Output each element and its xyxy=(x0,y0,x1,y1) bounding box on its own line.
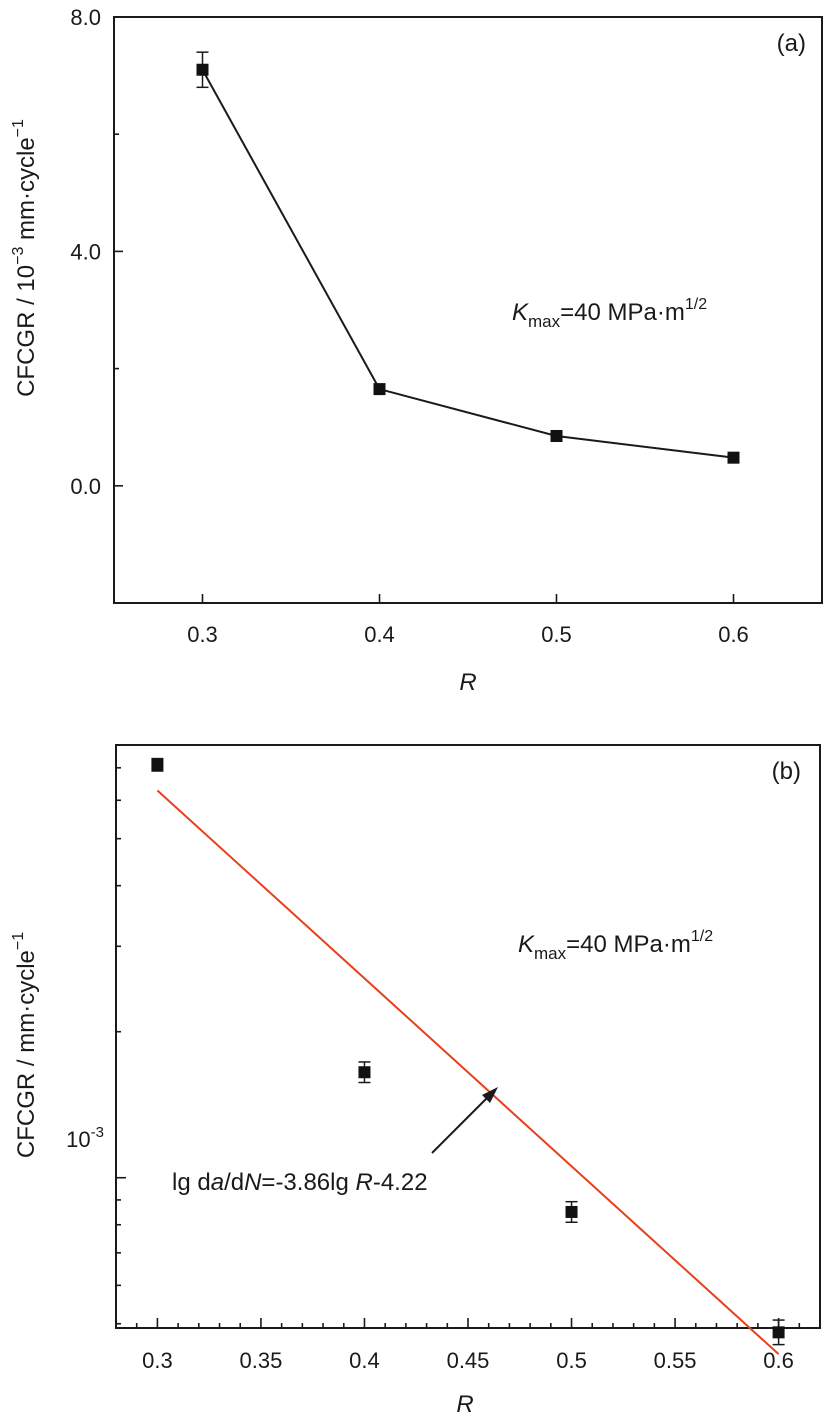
panel-a-data-point xyxy=(727,451,740,464)
panel-b-x-tick-label: 0.4 xyxy=(349,1348,380,1373)
panel-a-data-point xyxy=(196,63,209,76)
panel-a-y-ticks: 0.0 4.0 8.0 xyxy=(70,5,123,604)
panel-b-y-ticks xyxy=(116,766,126,1325)
panel-b-x-tick-label: 0.45 xyxy=(447,1348,490,1373)
panel-a-series-line xyxy=(201,69,734,459)
panel-b-x-ticks: 0.3 0.35 0.4 0.45 0.5 0.55 0.6 xyxy=(115,1318,821,1373)
panel-a-data-point xyxy=(373,383,386,396)
panel-a-x-tick-label: 0.6 xyxy=(718,622,749,647)
panel-a-y-axis-title: CFCGR / 10−3 mm·cycle−1 xyxy=(10,119,40,397)
panel-b-kmax-annotation: Kmax=40 MPa·m1/2 xyxy=(518,928,713,963)
panel-a-label: (a) xyxy=(777,30,806,57)
panel-b-x-tick-label: 0.55 xyxy=(654,1348,697,1373)
panel-a: 0.3 0.4 0.5 0.6 0.0 4.0 8.0 (a) Kmax=40 MPa·m… xyxy=(10,5,823,696)
panel-a-x-tick-label: 0.5 xyxy=(541,622,572,647)
panel-a-x-tick-label: 0.3 xyxy=(187,622,218,647)
panel-b-y-axis-title: CFCGR / mm·cycle−1 xyxy=(10,932,40,1158)
panel-b-data-point xyxy=(358,1066,371,1079)
panel-a-marks xyxy=(196,51,740,464)
panel-b-y-tick-label: 10-3 xyxy=(66,1124,104,1152)
panel-b-annotation-arrow xyxy=(431,1087,498,1154)
panel-a-y-tick-label: 0.0 xyxy=(70,474,101,499)
panel-a-data-point xyxy=(550,429,563,442)
panel-b-x-tick-label: 0.6 xyxy=(763,1348,794,1373)
panel-a-y-tick-label: 4.0 xyxy=(70,239,101,264)
panel-a-x-ticks: 0.3 0.4 0.5 0.6 xyxy=(187,594,749,647)
panel-b-data-point xyxy=(151,758,164,771)
panel-b-x-axis-title: R xyxy=(456,1391,473,1418)
panel-b-data-point xyxy=(565,1205,578,1218)
panel-a-x-axis-title: R xyxy=(459,669,476,696)
panel-b-fit-equation-label: lg da/dN=-3.86lg R-4.22 xyxy=(172,1169,428,1196)
panel-a-x-tick-label: 0.4 xyxy=(364,622,395,647)
panel-b-label: (b) xyxy=(772,758,801,785)
panel-b-data-point xyxy=(772,1326,785,1339)
panel-b-frame xyxy=(115,744,821,1329)
panel-b-x-tick-label: 0.5 xyxy=(556,1348,587,1373)
panel-b-x-tick-label: 0.3 xyxy=(142,1348,173,1373)
panel-a-frame xyxy=(113,16,823,604)
panel-b-marks xyxy=(151,757,785,1355)
panel-a-kmax-annotation: Kmax=40 MPa·m1/2 xyxy=(512,296,707,331)
panel-a-y-tick-label: 8.0 xyxy=(70,5,101,30)
panel-b-x-tick-label: 0.35 xyxy=(240,1348,283,1373)
panel-b-fit-line xyxy=(156,789,780,1355)
panel-b: 0.3 0.35 0.4 0.45 0.5 0.55 0.6 10-3 (b) Kmax=4… xyxy=(10,744,821,1418)
